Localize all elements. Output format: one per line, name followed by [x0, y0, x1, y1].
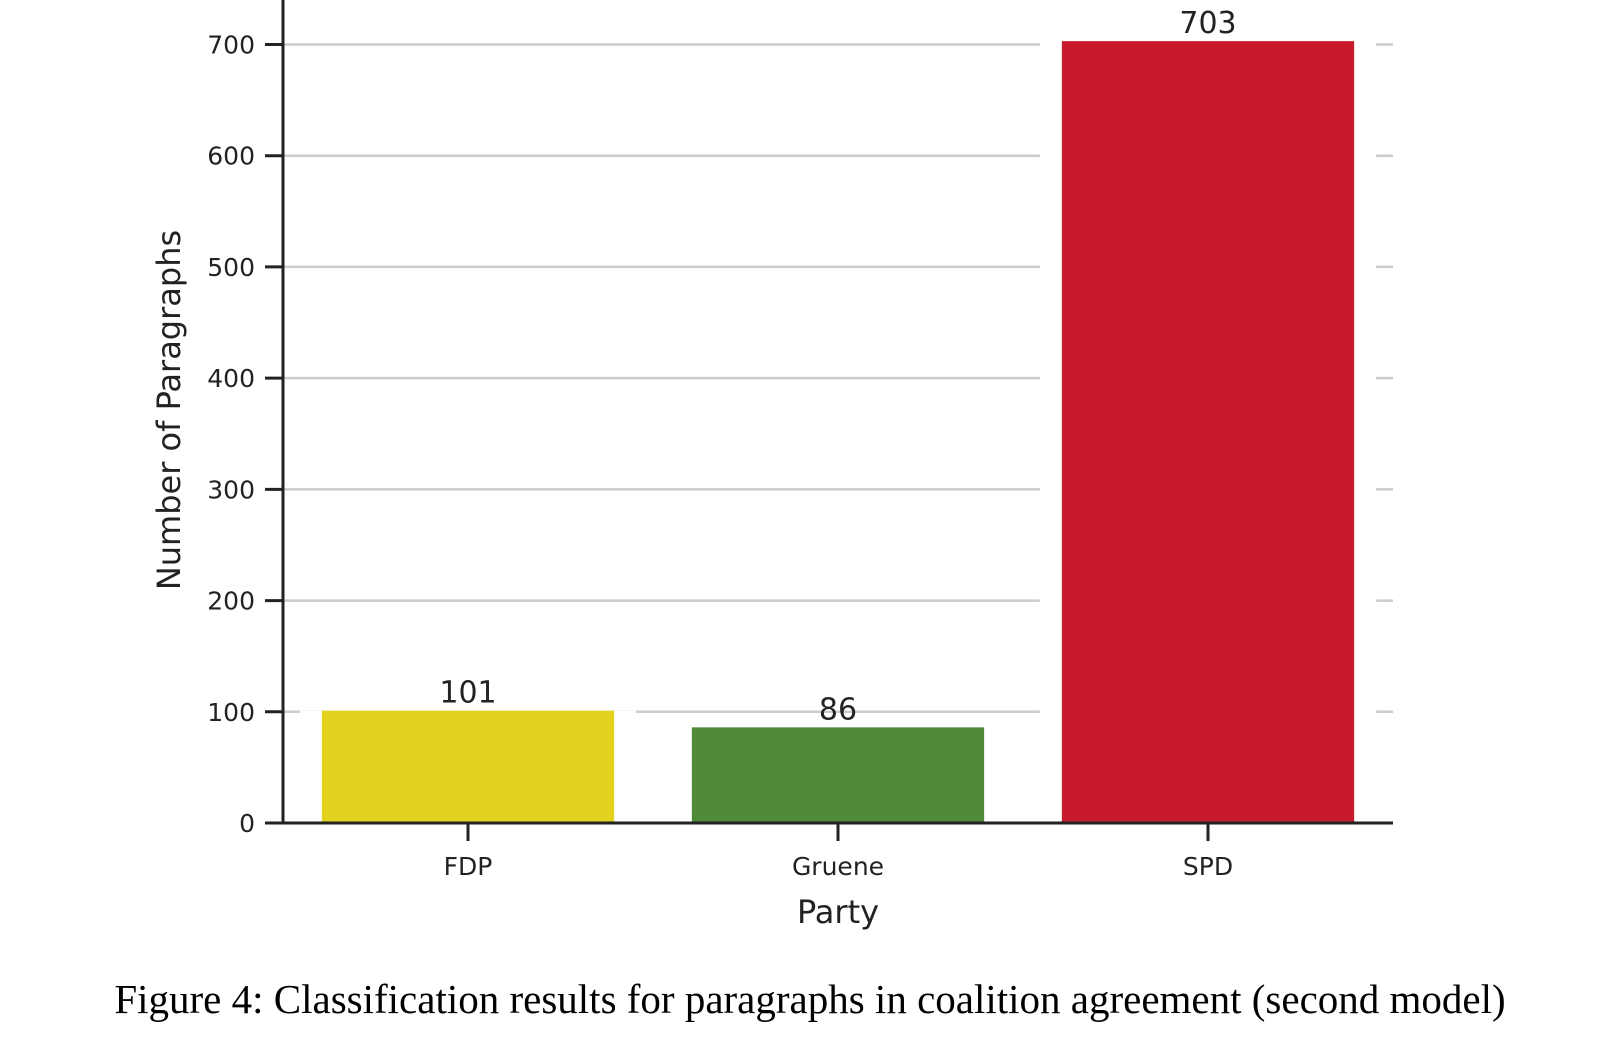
bar-spd	[1061, 41, 1355, 823]
gridlines	[283, 43, 1393, 714]
data-label-gruene: 86	[819, 692, 857, 727]
figure-caption: Figure 4: Classification results for par…	[114, 976, 1506, 1022]
x-axis-title: Party	[797, 893, 879, 931]
y-axis-title: Number of Paragraphs	[150, 230, 188, 590]
y-tick-label: 100	[207, 698, 255, 727]
x-ticks: FDP Gruene SPD	[444, 823, 1233, 881]
data-labels: 101 86 703	[439, 6, 1236, 727]
y-tick-label: 500	[207, 253, 255, 282]
y-tick-label: 300	[207, 475, 255, 504]
bars	[299, 41, 1377, 823]
y-tick-label: 600	[207, 142, 255, 171]
y-ticks: 0 100 200 300 400 500 600 700	[207, 30, 283, 838]
y-tick-label: 0	[239, 809, 255, 838]
x-tick-label: Gruene	[792, 852, 884, 881]
x-tick-label: SPD	[1183, 852, 1233, 881]
x-tick-label: FDP	[444, 852, 493, 881]
y-tick-label: 400	[207, 364, 255, 393]
bar-chart: 0 100 200 300 400 500 600 700 FDP Gruene SPD 101 8…	[150, 0, 1393, 931]
y-tick-label: 700	[207, 30, 255, 59]
y-tick-label: 200	[207, 587, 255, 616]
data-label-spd: 703	[1179, 6, 1236, 41]
bar-gruene	[691, 727, 985, 823]
data-label-fdp: 101	[439, 676, 496, 711]
bar-fdp	[321, 710, 615, 823]
